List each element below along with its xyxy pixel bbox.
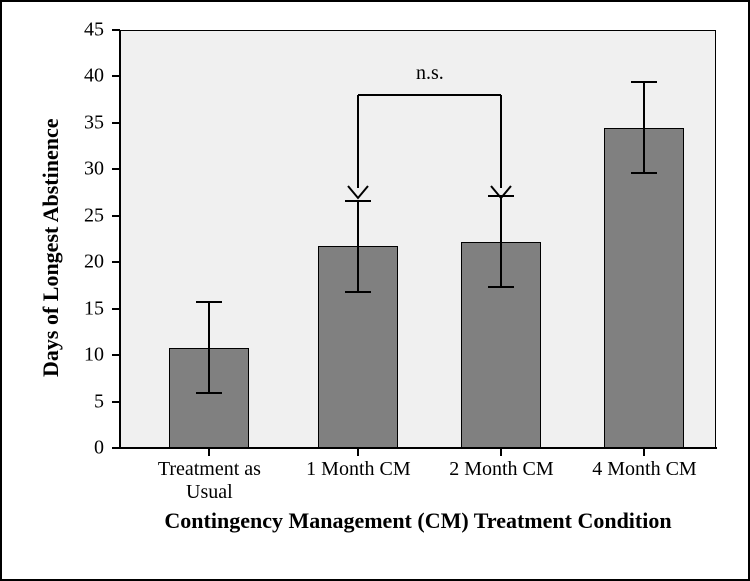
- x-axis-label: Contingency Management (CM) Treatment Co…: [120, 508, 716, 534]
- x-tick: [500, 448, 502, 456]
- y-axis-label: Days of Longest Abstinence: [38, 118, 64, 377]
- bar: [604, 128, 684, 448]
- y-tick: [112, 354, 120, 356]
- y-tick: [112, 168, 120, 170]
- arrow-down-icon: [348, 186, 368, 201]
- y-tick-label: 10: [84, 344, 104, 367]
- chart-container: 0 5 10 15 20 25 30 35 40 45 Treatment asUsual1 Mo…: [0, 0, 750, 581]
- y-tick: [112, 122, 120, 124]
- y-tick: [112, 75, 120, 77]
- error-bar: [357, 201, 359, 292]
- x-tick-label: 1 Month CM: [278, 458, 438, 481]
- y-tick-label: 15: [84, 297, 104, 320]
- x-tick: [643, 448, 645, 456]
- error-cap: [196, 301, 222, 303]
- ns-bracket-drop: [500, 95, 502, 188]
- y-tick-label: 25: [84, 204, 104, 227]
- error-bar: [500, 196, 502, 287]
- x-tick: [357, 448, 359, 456]
- ns-bracket-drop: [357, 95, 359, 188]
- error-cap: [488, 286, 514, 288]
- error-cap: [631, 81, 657, 83]
- y-tick: [112, 215, 120, 217]
- y-tick-label: 40: [84, 65, 104, 88]
- y-tick: [112, 261, 120, 263]
- x-tick-label: 4 Month CM: [564, 458, 724, 481]
- error-cap: [631, 172, 657, 174]
- y-tick: [112, 308, 120, 310]
- arrow-down-icon: [491, 186, 511, 201]
- y-tick-label: 20: [84, 251, 104, 274]
- error-cap: [345, 291, 371, 293]
- y-tick: [112, 447, 120, 449]
- y-tick: [112, 29, 120, 31]
- x-tick-label: Treatment asUsual: [129, 458, 289, 504]
- error-bar: [643, 82, 645, 173]
- x-tick: [208, 448, 210, 456]
- y-tick-label: 35: [84, 111, 104, 134]
- y-tick-label: 5: [94, 390, 104, 413]
- ns-bracket: [358, 94, 501, 96]
- ns-label: n.s.: [416, 62, 444, 85]
- y-tick-label: 45: [84, 19, 104, 42]
- y-tick-label: 0: [94, 437, 104, 460]
- y-axis: [119, 30, 121, 448]
- y-tick: [112, 401, 120, 403]
- x-tick-label: 2 Month CM: [421, 458, 581, 481]
- error-bar: [208, 302, 210, 393]
- y-tick-label: 30: [84, 158, 104, 181]
- error-cap: [196, 392, 222, 394]
